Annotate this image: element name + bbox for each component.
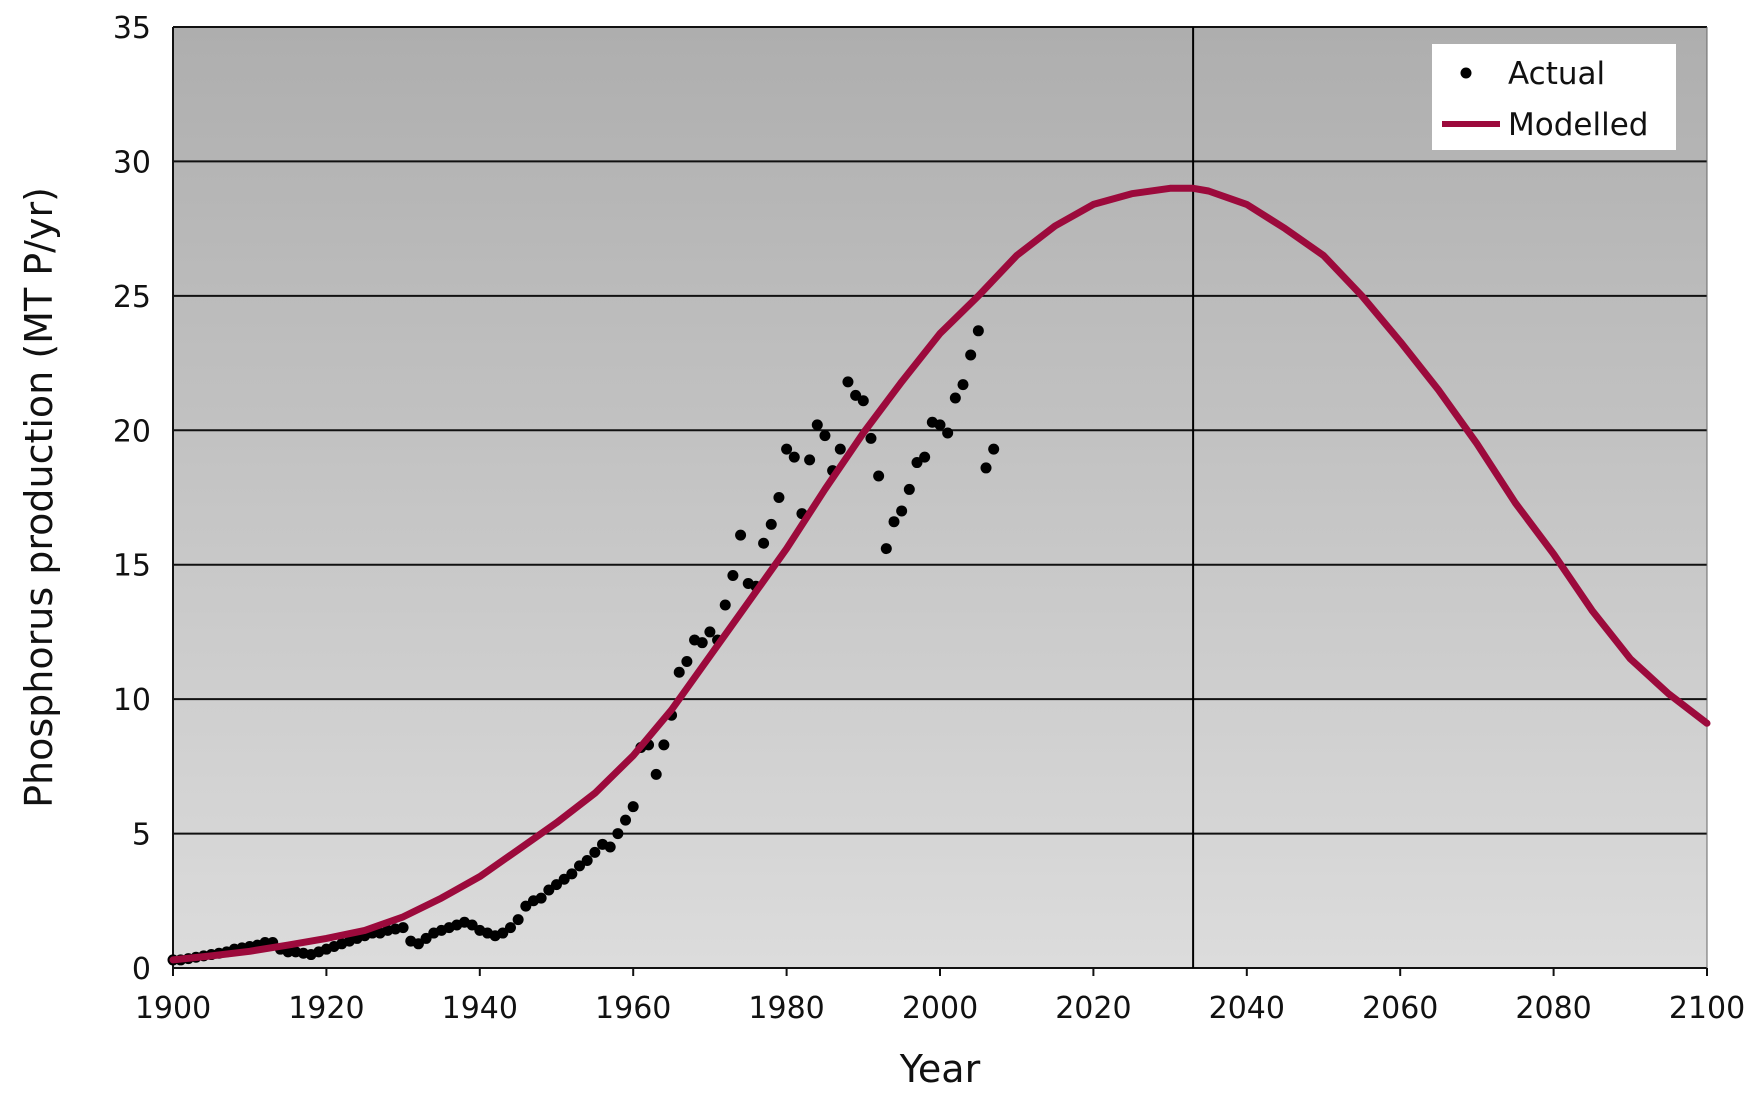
- legend-box: [1432, 44, 1676, 150]
- actual-data-point: [397, 922, 409, 934]
- legend-actual-marker: [1460, 67, 1472, 79]
- x-tick-label: 2040: [1209, 991, 1285, 1026]
- x-tick-label: 2000: [902, 991, 978, 1026]
- actual-data-point: [788, 451, 800, 463]
- actual-data-point: [773, 492, 785, 503]
- modelled-series-line: [169, 184, 1711, 964]
- actual-data-point: [942, 427, 954, 439]
- actual-data-point: [850, 389, 862, 401]
- y-tick-label: 25: [113, 280, 151, 315]
- x-tick-label: 1900: [135, 991, 211, 1026]
- plot-area: [173, 27, 1707, 968]
- actual-data-point: [758, 537, 770, 549]
- y-tick-label: 5: [132, 818, 151, 853]
- y-tick-label: 30: [113, 145, 151, 180]
- actual-data-point: [965, 349, 977, 361]
- actual-data-point: [566, 868, 578, 880]
- actual-data-point: [589, 846, 601, 858]
- actual-data-point: [704, 626, 716, 638]
- actual-data-point: [673, 666, 685, 678]
- actual-data-point: [911, 457, 923, 469]
- actual-data-point: [412, 938, 424, 950]
- y-axis-ticks: 0 5 10 15 20 25 30 35: [113, 11, 151, 987]
- x-tick-label: 2080: [1515, 991, 1591, 1026]
- actual-data-point: [811, 419, 823, 431]
- actual-data-point: [282, 946, 294, 958]
- actual-data-point: [650, 768, 662, 780]
- actual-data-point: [681, 656, 693, 668]
- actual-data-point: [574, 860, 586, 872]
- actual-data-point: [696, 637, 708, 649]
- x-axis-title: Year: [899, 1047, 981, 1091]
- x-tick-label: 1940: [442, 991, 518, 1026]
- x-tick-label: 2020: [1055, 991, 1131, 1026]
- actual-data-point: [949, 392, 961, 404]
- actual-data-point: [880, 543, 892, 555]
- actual-data-point: [719, 599, 731, 611]
- actual-data-point: [765, 518, 777, 530]
- x-tick-label: 1920: [288, 991, 364, 1026]
- actual-data-point: [420, 932, 432, 944]
- actual-data-point: [658, 739, 670, 751]
- x-tick-label: 1960: [595, 991, 671, 1026]
- actual-data-point: [957, 379, 969, 391]
- x-tick-label: 2100: [1669, 991, 1745, 1026]
- actual-data-point: [988, 443, 1000, 455]
- legend-actual-label: Actual: [1508, 56, 1605, 92]
- actual-data-point: [980, 462, 992, 474]
- y-tick-label: 35: [113, 11, 151, 46]
- y-tick-label: 10: [113, 683, 151, 718]
- actual-data-point: [558, 873, 570, 885]
- actual-data-point: [620, 814, 632, 826]
- actual-data-point: [535, 892, 547, 904]
- actual-data-point: [842, 376, 854, 388]
- actual-data-point: [804, 454, 816, 466]
- actual-data-point: [903, 483, 915, 495]
- actual-data-point: [919, 451, 931, 463]
- actual-data-point: [466, 919, 478, 931]
- x-tick-label: 1980: [748, 991, 824, 1026]
- actual-data-point: [896, 505, 908, 517]
- legend: Actual Modelled: [1432, 44, 1676, 150]
- y-tick-label: 20: [113, 414, 151, 449]
- actual-data-point: [735, 529, 747, 541]
- actual-data-point: [543, 884, 555, 896]
- actual-data-point: [497, 927, 509, 939]
- actual-data-point: [551, 879, 562, 891]
- actual-data-point: [857, 395, 869, 407]
- actual-data-point: [604, 841, 616, 853]
- x-axis-ticks: 1900 1920 1940 1960 1980 2000 2020 2040 2060 2080…: [135, 968, 1745, 1026]
- actual-data-point: [727, 569, 739, 581]
- y-tick-label: 15: [113, 549, 151, 584]
- actual-data-point: [627, 801, 639, 813]
- actual-data-point: [865, 432, 877, 444]
- actual-data-point: [581, 854, 593, 866]
- actual-data-point: [504, 922, 516, 934]
- actual-data-point: [834, 443, 846, 455]
- actual-data-point: [934, 419, 946, 431]
- actual-data-point: [520, 900, 532, 912]
- actual-data-point: [819, 430, 831, 442]
- actual-data-point: [512, 914, 524, 926]
- actual-data-point: [972, 325, 984, 337]
- y-tick-label: 0: [132, 952, 151, 987]
- x-tick-label: 2060: [1362, 991, 1438, 1026]
- actual-data-point: [781, 443, 793, 455]
- actual-data-point: [873, 470, 885, 482]
- y-axis-title: Phosphorus production (MT P/yr): [17, 187, 61, 808]
- legend-modelled-label: Modelled: [1508, 107, 1648, 143]
- actual-data-point: [888, 516, 900, 528]
- actual-data-point: [612, 828, 624, 840]
